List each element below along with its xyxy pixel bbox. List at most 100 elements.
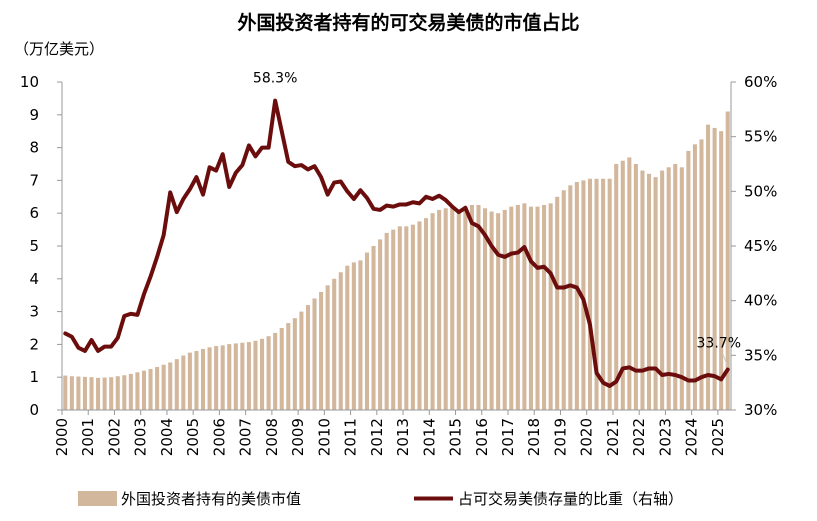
bar — [437, 209, 442, 410]
bar — [706, 124, 711, 410]
y-right-tick-label: 35% — [744, 346, 777, 364]
bar — [155, 367, 160, 410]
bar — [332, 278, 337, 410]
bar — [371, 246, 376, 410]
bar — [614, 164, 619, 410]
y-left-tick-label: 3 — [29, 303, 39, 321]
bar — [607, 178, 612, 410]
bar — [627, 157, 632, 410]
y-left-tick-label: 9 — [29, 106, 39, 124]
bar — [109, 377, 114, 410]
x-tick-label: 2025 — [709, 418, 727, 456]
bar — [528, 206, 533, 410]
bar — [115, 376, 120, 410]
peak-annotation: 58.3% — [253, 71, 297, 87]
x-tick-label: 2000 — [53, 418, 71, 456]
bar — [548, 203, 553, 410]
x-tick-label: 2007 — [237, 418, 255, 456]
bar — [601, 178, 606, 410]
bar — [214, 346, 219, 410]
x-tick-label: 2023 — [656, 418, 674, 456]
bar — [561, 190, 566, 410]
bar — [456, 209, 461, 410]
bar — [378, 239, 383, 410]
bar — [325, 285, 330, 410]
y-right-tick-label: 60% — [744, 73, 777, 91]
bar — [535, 206, 540, 410]
bar — [391, 229, 396, 410]
x-tick-label: 2003 — [132, 418, 150, 456]
y-right-tick-label: 40% — [744, 292, 777, 310]
bar — [319, 291, 324, 410]
y-left-tick-label: 10 — [20, 73, 39, 91]
bar — [568, 185, 573, 410]
bar — [305, 305, 310, 410]
bar — [725, 111, 730, 411]
bar — [522, 203, 527, 410]
bar — [640, 170, 645, 410]
legend-bar-swatch — [78, 491, 117, 506]
bar — [587, 178, 593, 410]
x-tick-label: 2012 — [368, 418, 386, 456]
bar — [483, 208, 488, 410]
annotation-leader-line — [722, 353, 729, 367]
bar — [227, 344, 232, 410]
legend-line-label: 占可交易美债存量的比重（右轴） — [458, 490, 683, 508]
line-series — [63, 98, 730, 388]
x-tick-label: 2017 — [499, 418, 517, 456]
x-tick-label: 2013 — [394, 418, 412, 456]
x-tick-label: 2019 — [551, 418, 569, 456]
x-tick-label: 2006 — [210, 418, 228, 456]
y-left-tick-label: 0 — [29, 401, 39, 419]
bar — [148, 369, 153, 410]
y-left-tick-label: 8 — [29, 139, 39, 157]
bar — [187, 352, 192, 410]
x-tick-label: 2002 — [105, 418, 123, 456]
bar — [404, 226, 409, 410]
bar — [63, 375, 68, 410]
x-tick-label: 2016 — [473, 418, 491, 456]
bar — [594, 178, 599, 410]
x-tick-label: 2015 — [447, 418, 465, 456]
bar — [161, 364, 166, 410]
bar — [128, 373, 133, 410]
bar — [279, 328, 284, 410]
bar — [168, 362, 173, 410]
x-tick-label: 2018 — [525, 418, 543, 456]
bar — [135, 372, 140, 410]
bar — [69, 376, 74, 410]
bar — [233, 343, 238, 410]
bar — [76, 376, 81, 410]
bar — [82, 376, 87, 410]
bar — [312, 298, 317, 410]
bar — [200, 348, 206, 410]
bar — [450, 206, 455, 410]
y-right-tick-label: 50% — [744, 182, 777, 200]
x-tick-label: 2021 — [604, 418, 622, 456]
bar — [181, 355, 186, 410]
y-left-tick-label: 2 — [29, 335, 39, 353]
y-right-tick-label: 45% — [744, 237, 777, 255]
bar — [712, 127, 717, 411]
bar — [574, 182, 579, 410]
bar — [443, 208, 448, 410]
bar — [673, 164, 678, 410]
bar — [719, 131, 724, 410]
y-left-tick-label: 4 — [29, 270, 39, 288]
bar — [260, 338, 265, 410]
bar — [620, 160, 625, 410]
bar — [502, 209, 507, 410]
y-left-tick-label: 1 — [29, 368, 39, 386]
y-left-tick-label: 7 — [29, 171, 39, 189]
chart-title: 外国投资者持有的可交易美债的市值占比 — [237, 12, 580, 34]
bar — [194, 350, 199, 410]
legend: 外国投资者持有的美债市值 占可交易美债存量的比重（右轴） — [78, 490, 683, 508]
bar — [476, 205, 481, 410]
x-tick-label: 2011 — [342, 418, 360, 456]
bar — [122, 375, 127, 410]
bar — [692, 144, 697, 410]
y-right-tick-label: 55% — [744, 128, 777, 146]
y-right-tick-label: 30% — [744, 401, 777, 419]
bar — [646, 173, 652, 410]
bar — [666, 167, 671, 410]
